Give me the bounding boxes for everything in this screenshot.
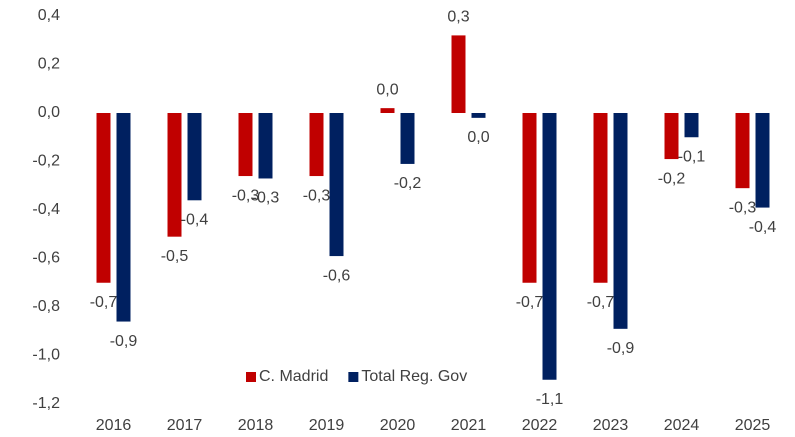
legend-label: Total Reg. Gov <box>361 368 467 385</box>
bar <box>187 113 202 201</box>
x-tick-label: 2020 <box>380 417 416 434</box>
bar <box>380 108 395 113</box>
data-label: 0,3 <box>447 9 469 26</box>
data-label: -0,2 <box>394 175 422 192</box>
data-label: -0,4 <box>181 212 209 229</box>
x-tick-label: 2024 <box>664 417 700 434</box>
bar <box>96 113 111 283</box>
legend-swatch <box>246 372 256 382</box>
bar <box>542 113 557 380</box>
data-label: -1,1 <box>536 391 564 408</box>
bar <box>613 113 628 329</box>
x-tick-label: 2016 <box>96 417 132 434</box>
data-label: -0,9 <box>110 333 138 350</box>
x-tick-label: 2017 <box>167 417 203 434</box>
x-tick-label: 2025 <box>735 417 771 434</box>
data-label: -0,7 <box>516 294 544 311</box>
bar <box>451 35 466 113</box>
data-label: -0,3 <box>252 190 280 207</box>
data-label: -0,6 <box>323 267 351 284</box>
bar <box>522 113 537 283</box>
x-tick-label: 2023 <box>593 417 629 434</box>
data-label: -0,3 <box>232 187 260 204</box>
bar <box>329 113 344 257</box>
legend-swatch <box>348 372 359 382</box>
data-label: -0,7 <box>90 294 118 311</box>
bar <box>735 113 750 189</box>
bar <box>258 113 273 179</box>
bar <box>309 113 324 177</box>
bar <box>238 113 253 177</box>
bar <box>684 113 699 138</box>
x-tick-label: 2018 <box>238 417 274 434</box>
bar <box>116 113 131 322</box>
data-label: 0,0 <box>467 129 489 146</box>
bar <box>755 113 770 208</box>
data-label: -0,2 <box>658 170 686 187</box>
bar <box>593 113 608 283</box>
data-label: -0,5 <box>161 248 189 265</box>
bar <box>664 113 679 160</box>
y-tick-label: -0,2 <box>32 153 60 170</box>
y-tick-label: -0,8 <box>32 298 60 315</box>
data-label: -0,4 <box>749 219 777 236</box>
data-label: 0,0 <box>376 81 398 98</box>
y-tick-label: -1,0 <box>32 347 60 364</box>
bar <box>471 113 486 118</box>
x-tick-label: 2021 <box>451 417 487 434</box>
y-tick-label: -1,2 <box>32 395 60 412</box>
data-label: -0,1 <box>678 148 706 165</box>
y-tick-label: -0,6 <box>32 250 60 267</box>
y-tick-label: 0,0 <box>38 104 60 121</box>
y-tick-label: 0,4 <box>38 7 60 24</box>
data-label: -0,3 <box>729 199 757 216</box>
legend-label: C. Madrid <box>259 368 328 385</box>
data-label: -0,7 <box>587 294 615 311</box>
data-label: -0,9 <box>607 340 635 357</box>
bar <box>167 113 182 237</box>
data-label: -0,3 <box>303 187 331 204</box>
bar <box>400 113 415 164</box>
x-tick-label: 2022 <box>522 417 558 434</box>
y-tick-label: 0,2 <box>38 56 60 73</box>
y-tick-label: -0,4 <box>32 201 60 218</box>
x-tick-label: 2019 <box>309 417 345 434</box>
